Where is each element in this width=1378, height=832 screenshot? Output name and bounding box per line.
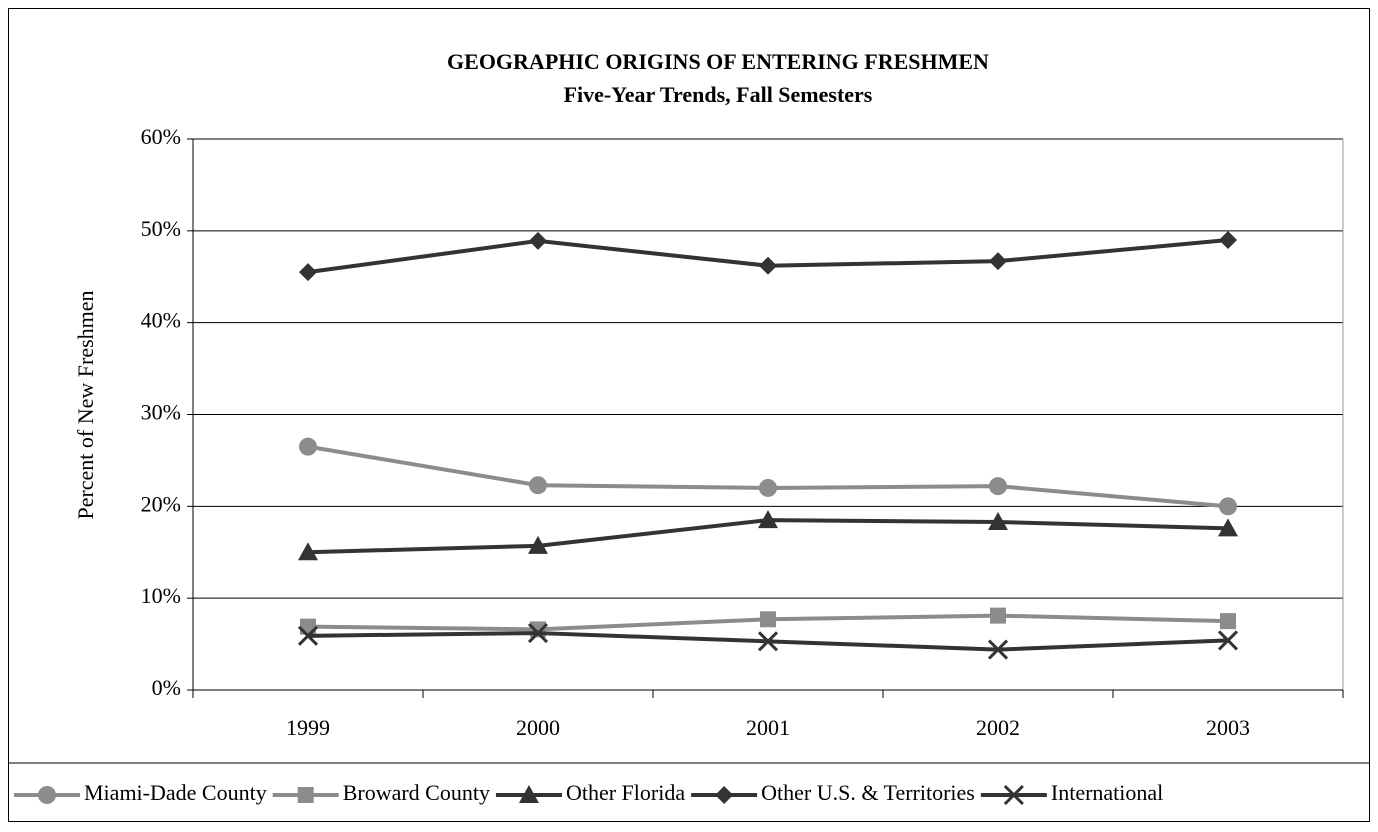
marker: [1219, 231, 1237, 250]
x-tick-label: 1999: [286, 715, 330, 740]
y-tick-label: 0%: [152, 675, 181, 700]
marker: [529, 476, 547, 495]
marker: [298, 542, 318, 561]
y-tick-label: 50%: [141, 216, 181, 241]
x-tick-label: 2002: [976, 715, 1020, 740]
y-tick-label: 30%: [141, 400, 181, 425]
marker: [757, 631, 779, 652]
marker: [299, 437, 317, 456]
marker: [518, 785, 539, 803]
x-tick-label: 2001: [746, 715, 790, 740]
marker: [1219, 497, 1237, 516]
legend-label: Broward County: [343, 780, 490, 805]
y-tick-label: 20%: [141, 491, 181, 516]
marker: [1217, 630, 1239, 651]
marker: [297, 625, 319, 646]
marker: [759, 478, 777, 497]
marker: [299, 263, 317, 282]
marker: [987, 639, 1009, 660]
x-tick-label: 2003: [1206, 715, 1250, 740]
marker: [297, 787, 314, 803]
x-tick-label: 2000: [516, 715, 560, 740]
marker: [1218, 518, 1238, 537]
legend-label: Other U.S. & Territories: [761, 780, 975, 805]
marker: [529, 231, 547, 250]
y-tick-label: 60%: [141, 124, 181, 149]
chart-title: GEOGRAPHIC ORIGINS OF ENTERING FRESHMEN: [447, 49, 989, 74]
legend-label: Miami-Dade County: [84, 780, 267, 805]
marker: [1220, 613, 1236, 630]
marker: [760, 611, 776, 628]
marker: [38, 786, 56, 804]
marker: [1003, 784, 1024, 806]
y-tick-label: 10%: [141, 583, 181, 608]
marker: [528, 535, 548, 554]
y-tick-label: 40%: [141, 308, 181, 333]
marker: [758, 510, 778, 529]
marker: [990, 607, 1006, 624]
y-axis-label: Percent of New Freshmen: [73, 290, 98, 519]
marker: [527, 623, 549, 644]
marker: [988, 511, 1008, 530]
marker: [989, 252, 1007, 271]
marker: [715, 786, 734, 804]
legend-label: International: [1051, 780, 1163, 805]
marker: [759, 256, 777, 275]
legend-label: Other Florida: [566, 780, 685, 805]
marker: [989, 477, 1007, 496]
chart-subtitle: Five-Year Trends, Fall Semesters: [564, 82, 873, 107]
